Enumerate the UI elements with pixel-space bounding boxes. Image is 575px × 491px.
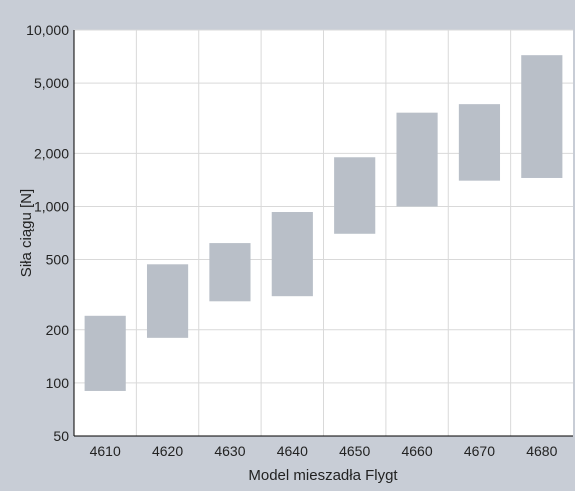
y-tick-label: 5,000	[34, 75, 69, 91]
y-tick-label: 100	[46, 375, 70, 391]
range-bar-4640	[271, 212, 313, 297]
x-tick-label: 4680	[526, 443, 557, 459]
range-bar-4680	[521, 55, 563, 178]
range-bar-4650	[334, 157, 376, 234]
y-tick-label: 50	[53, 428, 69, 444]
x-tick-label: 4660	[401, 443, 432, 459]
y-tick-label: 1,000	[34, 198, 69, 214]
axes-layer	[73, 30, 573, 437]
range-bar-4620	[146, 264, 189, 338]
x-tick-label: 4610	[90, 443, 121, 459]
range-bar-4660	[396, 112, 438, 207]
x-tick-label: 4620	[152, 443, 183, 459]
x-tick-label: 4640	[277, 443, 308, 459]
range-bar-4610	[84, 315, 126, 391]
x-tick-label: 4670	[464, 443, 495, 459]
x-tick-label: 4650	[339, 443, 370, 459]
y-tick-label: 500	[46, 252, 70, 268]
x-tick-label: 4630	[214, 443, 245, 459]
y-tick-label: 10,000	[26, 22, 69, 38]
y-axis-label: Siła ciągu [N]	[18, 189, 35, 277]
range-bar-4630	[209, 243, 251, 302]
range-bar-4670	[458, 104, 501, 181]
ticks-layer: 50 100 200 500 1,000 2,000 5,000 10,000 4610 4620…	[26, 22, 557, 459]
bars-layer	[84, 55, 563, 391]
y-tick-label: 200	[46, 322, 70, 338]
x-axis-label: Model mieszadła Flygt	[248, 467, 398, 484]
y-tick-label: 2,000	[34, 145, 69, 161]
